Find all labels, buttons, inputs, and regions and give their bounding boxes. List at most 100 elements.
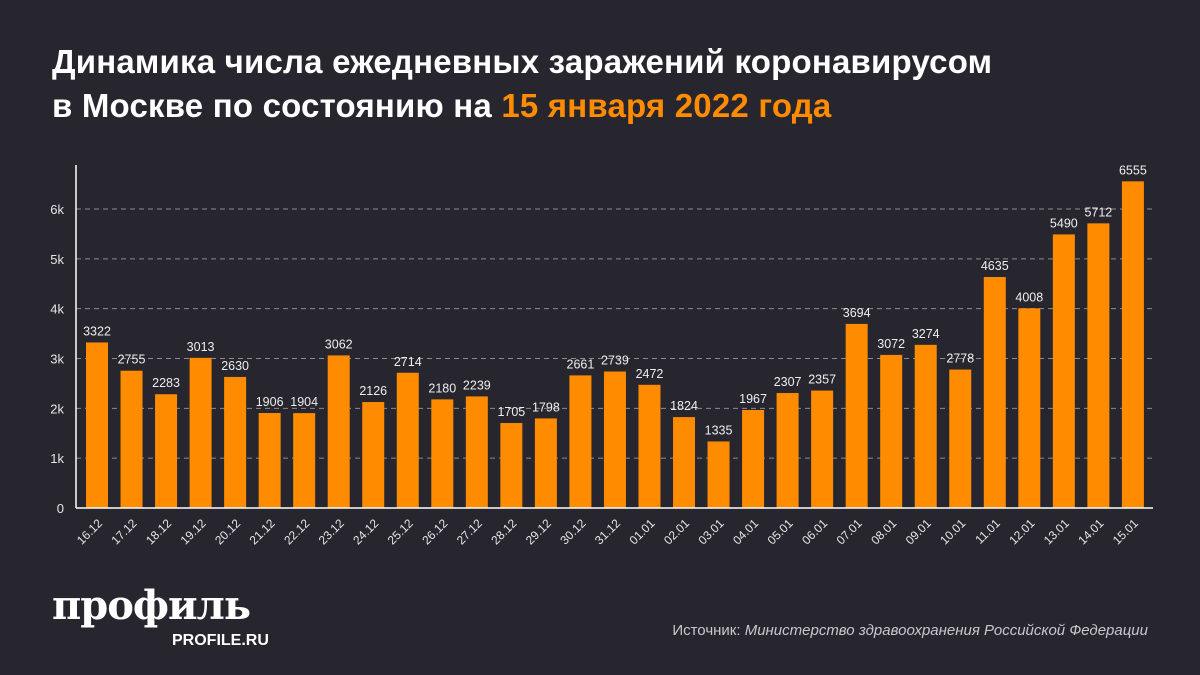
data-label: 3062	[325, 337, 353, 351]
x-tick-label: 04.01	[730, 516, 761, 547]
data-label: 1904	[290, 395, 318, 409]
bar	[224, 376, 247, 508]
y-tick-label: 3k	[50, 352, 64, 367]
bar	[1087, 223, 1110, 509]
data-label: 3322	[83, 324, 111, 338]
data-label: 1824	[670, 399, 698, 413]
data-label: 2630	[221, 359, 249, 373]
y-tick-label: 2k	[50, 401, 64, 416]
x-tick-label: 29.12	[523, 516, 554, 547]
y-tick-label: 4k	[50, 302, 64, 317]
data-label: 3072	[877, 337, 905, 351]
x-tick-label: 31.12	[592, 516, 623, 547]
logo-main: профиль	[52, 582, 251, 629]
bar	[880, 354, 903, 508]
data-label: 2307	[774, 375, 802, 389]
data-label: 2714	[394, 355, 422, 369]
bar	[534, 418, 557, 508]
bar	[742, 409, 765, 508]
x-tick-label: 10.01	[937, 516, 968, 547]
data-label: 1967	[739, 392, 767, 406]
data-label: 2357	[808, 373, 836, 387]
data-label: 3694	[843, 306, 871, 320]
x-tick-label: 16.12	[74, 516, 105, 547]
title-prefix: в Москве по состоянию на	[52, 87, 502, 124]
bar	[500, 423, 523, 508]
bar	[845, 323, 868, 508]
bar	[811, 390, 834, 508]
data-label: 4635	[981, 259, 1009, 273]
x-tick-label: 11.01	[972, 516, 1003, 547]
x-tick-label: 12.01	[1006, 516, 1037, 547]
y-tick-label: 5k	[50, 252, 64, 267]
x-tick-label: 18.12	[143, 516, 174, 547]
x-tick-label: 17.12	[109, 516, 140, 547]
data-label: 6555	[1119, 163, 1147, 177]
x-tick-label: 13.01	[1041, 516, 1072, 547]
bar	[155, 394, 178, 508]
data-label: 1705	[497, 405, 525, 419]
x-tick-label: 19.12	[178, 516, 209, 547]
x-tick-label: 09.01	[903, 516, 934, 547]
x-tick-label: 23.12	[316, 516, 347, 547]
x-tick-label: 22.12	[281, 516, 312, 547]
title-line-2: в Москве по состоянию на 15 января 2022 …	[52, 84, 992, 128]
profile-logo: профиль PROFILE.RU	[52, 584, 282, 654]
bar	[86, 342, 108, 508]
x-tick-label: 30.12	[557, 516, 588, 547]
bar	[258, 413, 281, 508]
data-label: 1335	[705, 423, 733, 437]
data-label: 1906	[256, 395, 284, 409]
data-label: 4008	[1015, 290, 1043, 304]
x-tick-label: 02.01	[661, 516, 692, 547]
data-label: 2283	[152, 376, 180, 390]
x-tick-label: 05.01	[765, 516, 796, 547]
x-tick-label: 08.01	[868, 516, 899, 547]
bar	[293, 413, 316, 508]
bar	[603, 371, 626, 508]
data-label: 2180	[428, 381, 456, 395]
bar	[362, 402, 385, 508]
data-label: 2755	[118, 353, 146, 367]
x-tick-label: 01.01	[626, 516, 657, 547]
x-tick-label: 06.01	[799, 516, 830, 547]
bar	[776, 393, 799, 508]
source-label: Источник:	[672, 622, 745, 639]
y-tick-label: 1k	[50, 451, 64, 466]
logo-sub: PROFILE.RU	[172, 632, 269, 649]
x-tick-label: 03.01	[696, 516, 727, 547]
data-label: 5712	[1084, 205, 1112, 219]
bar	[431, 399, 454, 508]
bar	[1018, 308, 1041, 508]
data-label: 2239	[463, 378, 491, 392]
bar	[914, 344, 937, 508]
x-tick-label: 21.12	[247, 516, 278, 547]
data-label: 5490	[1050, 216, 1078, 230]
x-tick-label: 25.12	[385, 516, 416, 547]
bar	[983, 277, 1006, 508]
source-value: Министерство здравоохранения Российской …	[744, 622, 1148, 639]
bar	[673, 417, 696, 508]
y-tick-label: 6k	[50, 202, 64, 217]
bar	[396, 372, 419, 508]
data-label: 2739	[601, 354, 629, 368]
bar	[1052, 234, 1075, 509]
x-tick-label: 15.01	[1110, 516, 1141, 547]
bar	[638, 384, 661, 508]
source-note: Источник: Министерство здравоохранения Р…	[672, 622, 1148, 639]
title-date: 15 января 2022 года	[501, 87, 832, 124]
x-tick-label: 07.01	[834, 516, 865, 547]
bar	[465, 396, 488, 508]
data-label: 3013	[187, 340, 215, 354]
x-tick-label: 28.12	[488, 516, 519, 547]
bar	[1121, 181, 1144, 508]
bar	[327, 355, 350, 508]
x-tick-label: 20.12	[212, 516, 243, 547]
y-tick-label: 0	[57, 501, 64, 516]
x-tick-label: 26.12	[419, 516, 450, 547]
data-label: 3274	[912, 327, 940, 341]
data-label: 2472	[636, 367, 664, 381]
data-label: 2778	[946, 352, 974, 366]
bar	[189, 357, 212, 508]
